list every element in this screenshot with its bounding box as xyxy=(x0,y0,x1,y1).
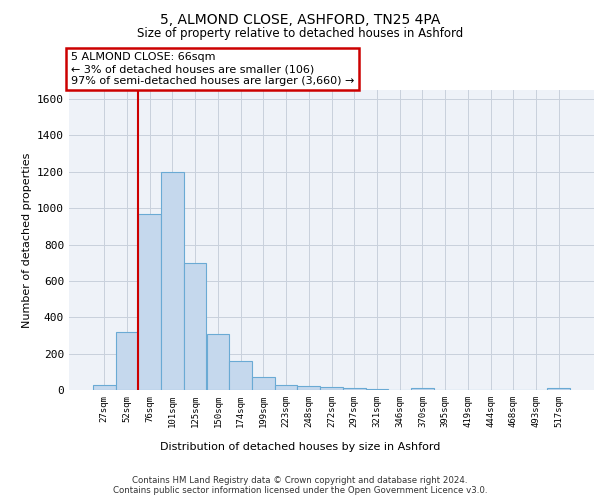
Bar xyxy=(184,262,206,390)
Bar xyxy=(116,332,139,390)
Y-axis label: Number of detached properties: Number of detached properties xyxy=(22,152,32,328)
Text: Distribution of detached houses by size in Ashford: Distribution of detached houses by size … xyxy=(160,442,440,452)
Bar xyxy=(139,214,161,390)
Bar xyxy=(93,384,116,390)
Text: 5, ALMOND CLOSE, ASHFORD, TN25 4PA: 5, ALMOND CLOSE, ASHFORD, TN25 4PA xyxy=(160,12,440,26)
Bar xyxy=(252,378,275,390)
Bar xyxy=(411,388,434,390)
Bar xyxy=(343,388,365,390)
Bar xyxy=(161,172,184,390)
Bar xyxy=(229,361,252,390)
Bar xyxy=(298,386,320,390)
Bar xyxy=(365,389,388,390)
Bar xyxy=(320,388,343,390)
Bar xyxy=(275,384,298,390)
Bar xyxy=(547,388,570,390)
Text: 5 ALMOND CLOSE: 66sqm
← 3% of detached houses are smaller (106)
97% of semi-deta: 5 ALMOND CLOSE: 66sqm ← 3% of detached h… xyxy=(71,52,354,86)
Text: Size of property relative to detached houses in Ashford: Size of property relative to detached ho… xyxy=(137,28,463,40)
Text: Contains HM Land Registry data © Crown copyright and database right 2024.
Contai: Contains HM Land Registry data © Crown c… xyxy=(113,476,487,496)
Bar xyxy=(206,334,229,390)
